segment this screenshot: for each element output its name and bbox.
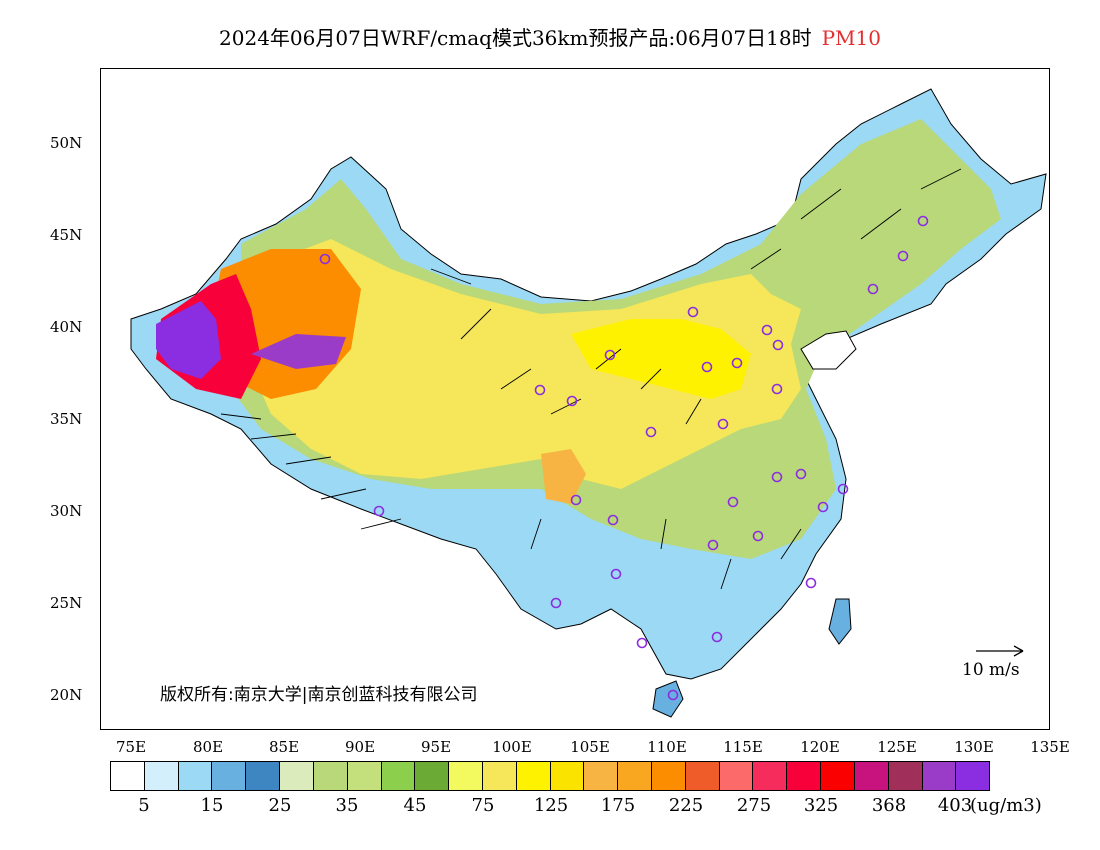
legend-swatch-5	[280, 762, 314, 790]
legend-label-325: 325	[803, 795, 839, 816]
lat-label-50n: 50N	[50, 134, 83, 152]
lon-label-135e: 135E	[1030, 738, 1070, 756]
lon-label-130e: 130E	[954, 738, 994, 756]
legend-label-275: 275	[736, 795, 772, 816]
lat-label-20n: 20N	[50, 686, 83, 704]
lon-label-90e: 90E	[344, 738, 376, 756]
legend-label-35: 35	[335, 795, 359, 816]
wind-vectors	[220, 168, 962, 590]
legend-swatch-7	[347, 762, 382, 790]
map-title: 2024年06月07日WRF/cmaq模式36km预报产品:06月07日18时 P…	[0, 22, 1100, 51]
title-text: 2024年06月07日WRF/cmaq模式36km预报产品:06月07日18时	[219, 26, 812, 50]
legend-swatch-12	[516, 762, 551, 790]
legend-swatch-15	[618, 762, 652, 790]
pollutant-label: PM10	[821, 26, 881, 50]
reference-vector-label: 10 m/s	[962, 660, 1020, 680]
legend-swatch-20	[787, 762, 822, 790]
lon-label-95e: 95E	[420, 738, 452, 756]
region-yellow	[251, 239, 801, 489]
concentration-map	[130, 88, 1047, 718]
lat-label-35n: 35N	[50, 410, 83, 428]
region-purple-tarim	[251, 334, 346, 369]
bohai-sea	[800, 330, 857, 370]
legend-label-15: 15	[200, 795, 224, 816]
legend-label-225: 225	[668, 795, 704, 816]
unit-label: (ug/m3)	[970, 795, 1042, 816]
legend-swatch-16	[652, 762, 686, 790]
legend-swatch-8	[381, 762, 416, 790]
lon-label-105e: 105E	[570, 738, 610, 756]
legend-swatch-2	[178, 762, 213, 790]
lon-label-100e: 100E	[492, 738, 532, 756]
legend-swatch-11	[482, 762, 517, 790]
legend-swatch-19	[753, 762, 788, 790]
legend-swatch-25	[956, 762, 990, 790]
legend-label-45: 45	[403, 795, 427, 816]
legend-swatch-18	[719, 762, 754, 790]
legend-swatch-6	[313, 762, 348, 790]
legend-swatch-4	[246, 762, 281, 790]
lon-label-75e: 75E	[115, 738, 147, 756]
reference-arrow	[976, 645, 1024, 657]
legend-swatch-22	[854, 762, 889, 790]
legend-swatch-3	[212, 762, 247, 790]
station-markers	[319, 215, 929, 701]
legend-swatch-1	[144, 762, 179, 790]
region-bright-yellow	[571, 319, 751, 399]
legend-swatch-0	[111, 762, 145, 790]
lon-label-120e: 120E	[800, 738, 840, 756]
legend-swatch-14	[584, 762, 619, 790]
region-orange-sichuan	[541, 449, 586, 504]
color-legend	[110, 761, 990, 791]
legend-label-25: 25	[268, 795, 292, 816]
legend-swatch-13	[550, 762, 585, 790]
lon-label-115e: 115E	[723, 738, 763, 756]
legend-swatch-21	[821, 762, 855, 790]
lon-label-85e: 85E	[268, 738, 300, 756]
legend-swatch-10	[449, 762, 483, 790]
legend-label-403: 403	[937, 795, 973, 816]
taiwan-island	[828, 598, 852, 645]
legend-label-75: 75	[471, 795, 495, 816]
copyright-text: 版权所有:南京大学|南京创蓝科技有限公司	[160, 685, 478, 705]
legend-swatch-23	[888, 762, 923, 790]
legend-swatch-24	[922, 762, 957, 790]
lon-label-80e: 80E	[192, 738, 224, 756]
lat-label-45n: 45N	[50, 226, 83, 244]
legend-swatch-9	[415, 762, 450, 790]
legend-swatch-17	[685, 762, 720, 790]
lat-label-30n: 30N	[50, 502, 83, 520]
lon-label-125e: 125E	[877, 738, 917, 756]
legend-label-5: 5	[138, 795, 150, 816]
legend-label-175: 175	[600, 795, 636, 816]
lat-label-25n: 25N	[50, 594, 83, 612]
legend-label-125: 125	[533, 795, 569, 816]
lat-label-40n: 40N	[50, 318, 83, 336]
lon-label-110e: 110E	[647, 738, 687, 756]
map-panel	[100, 68, 1050, 730]
hainan-island	[652, 680, 684, 718]
legend-label-368: 368	[871, 795, 907, 816]
region-purple	[156, 301, 221, 379]
